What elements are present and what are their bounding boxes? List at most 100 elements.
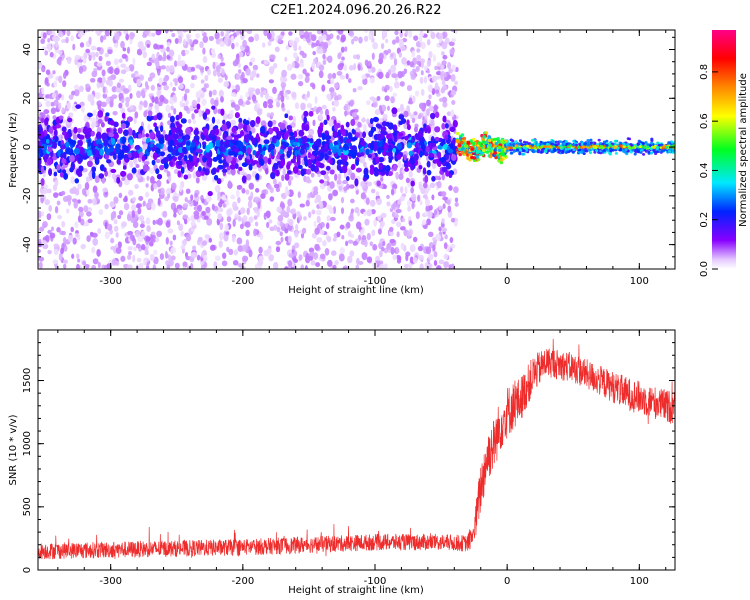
heatmap-cell [141, 24, 145, 29]
heatmap-cell [180, 231, 185, 237]
heatmap-cell [110, 137, 116, 145]
heatmap-cell [115, 232, 119, 238]
heatmap-cell [217, 53, 221, 59]
heatmap-cell [61, 38, 67, 44]
heatmap-cell [255, 173, 260, 181]
heatmap-cell [54, 205, 59, 214]
heatmap-cell [389, 86, 393, 93]
heatmap-cell [182, 266, 186, 269]
heatmap-cell [202, 254, 208, 262]
heatmap-cell [172, 156, 178, 161]
heatmap-cell [224, 223, 229, 232]
heatmap-cell [145, 202, 152, 209]
heatmap-cell [186, 217, 191, 222]
heatmap-cell [406, 200, 412, 206]
heatmap-cell [263, 139, 270, 145]
heatmap-cell [438, 259, 445, 265]
heatmap-cell [385, 71, 390, 78]
heatmap-cell [77, 30, 81, 34]
heatmap-cell [120, 255, 126, 262]
heatmap-cell [315, 39, 320, 47]
heatmap-cell [202, 157, 207, 163]
heatmap-cell [423, 123, 427, 128]
heatmap-cell [190, 66, 196, 72]
heatmap-cell [441, 218, 445, 224]
heatmap-cell [273, 183, 280, 189]
heatmap-cell [315, 138, 320, 147]
heatmap-cell [424, 151, 429, 157]
heatmap-cell [328, 207, 334, 214]
heatmap-cell [215, 64, 222, 73]
heatmap-cell [77, 258, 81, 263]
heatmap-cell [343, 186, 348, 192]
heatmap-cell [444, 123, 449, 129]
heatmap-cell [427, 263, 433, 269]
heatmap-cell [126, 116, 133, 122]
heatmap-cell [432, 244, 436, 252]
heatmap-cell [140, 45, 147, 52]
heatmap-cell [288, 115, 293, 121]
heatmap-cell [186, 141, 191, 146]
heatmap-cell [122, 47, 127, 52]
heatmap-cell [446, 199, 451, 205]
heatmap-cell [155, 168, 160, 175]
heatmap-cell [144, 250, 149, 256]
heatmap-cell [326, 215, 331, 222]
heatmap-cell [318, 70, 324, 79]
heatmap-cell [314, 227, 320, 235]
heatmap-cell [391, 107, 398, 115]
heatmap-cell [53, 248, 59, 256]
heatmap-cell [454, 80, 458, 86]
heatmap-cell [132, 57, 136, 66]
heatmap-cell [193, 135, 200, 142]
heatmap-cell [228, 248, 234, 256]
heatmap-cell [158, 77, 163, 86]
heatmap-cell [319, 229, 325, 235]
heatmap-cell [169, 240, 173, 246]
heatmap-cell [381, 247, 385, 252]
heatmap-cell [151, 159, 156, 166]
heatmap-cell [262, 146, 267, 151]
heatmap-cell [406, 85, 413, 92]
heatmap-cell [274, 46, 280, 53]
heatmap-cell [126, 173, 133, 181]
heatmap-cell [405, 177, 410, 184]
heatmap-cell [118, 102, 123, 109]
heatmap-cell [428, 231, 434, 238]
heatmap-cell [132, 221, 139, 229]
heatmap-cell [190, 221, 196, 227]
heatmap-cell [114, 67, 120, 75]
heatmap-cell [338, 253, 345, 262]
heatmap-cell [350, 119, 356, 126]
heatmap-cell [96, 81, 101, 89]
heatmap-cell [233, 249, 238, 256]
heatmap-cell [107, 49, 113, 55]
heatmap-cell [157, 70, 161, 76]
heatmap-cell [372, 243, 378, 251]
heatmap-cell [134, 111, 139, 119]
heatmap-cell [82, 188, 87, 196]
heatmap-cell [120, 170, 127, 177]
heatmap-cell [382, 113, 388, 120]
heatmap-cell [249, 119, 256, 128]
heatmap-cell [373, 219, 378, 227]
heatmap-cell [121, 221, 127, 228]
heatmap-cell [208, 124, 214, 131]
heatmap-cell [408, 262, 413, 269]
heatmap-cell [238, 166, 243, 171]
heatmap-cell [325, 222, 330, 230]
heatmap-cell [329, 169, 335, 175]
heatmap-cell [77, 183, 82, 190]
heatmap-cell [334, 173, 338, 181]
heatmap-cell [304, 123, 310, 132]
heatmap-cell [220, 108, 225, 116]
heatmap-cell [54, 136, 59, 142]
heatmap-cell [356, 54, 361, 60]
heatmap-cell [435, 89, 440, 94]
heatmap-cell [203, 215, 209, 220]
heatmap-cell [265, 167, 269, 175]
heatmap-cell [282, 168, 286, 176]
heatmap-cell [433, 209, 438, 216]
heatmap-cell [52, 259, 59, 265]
